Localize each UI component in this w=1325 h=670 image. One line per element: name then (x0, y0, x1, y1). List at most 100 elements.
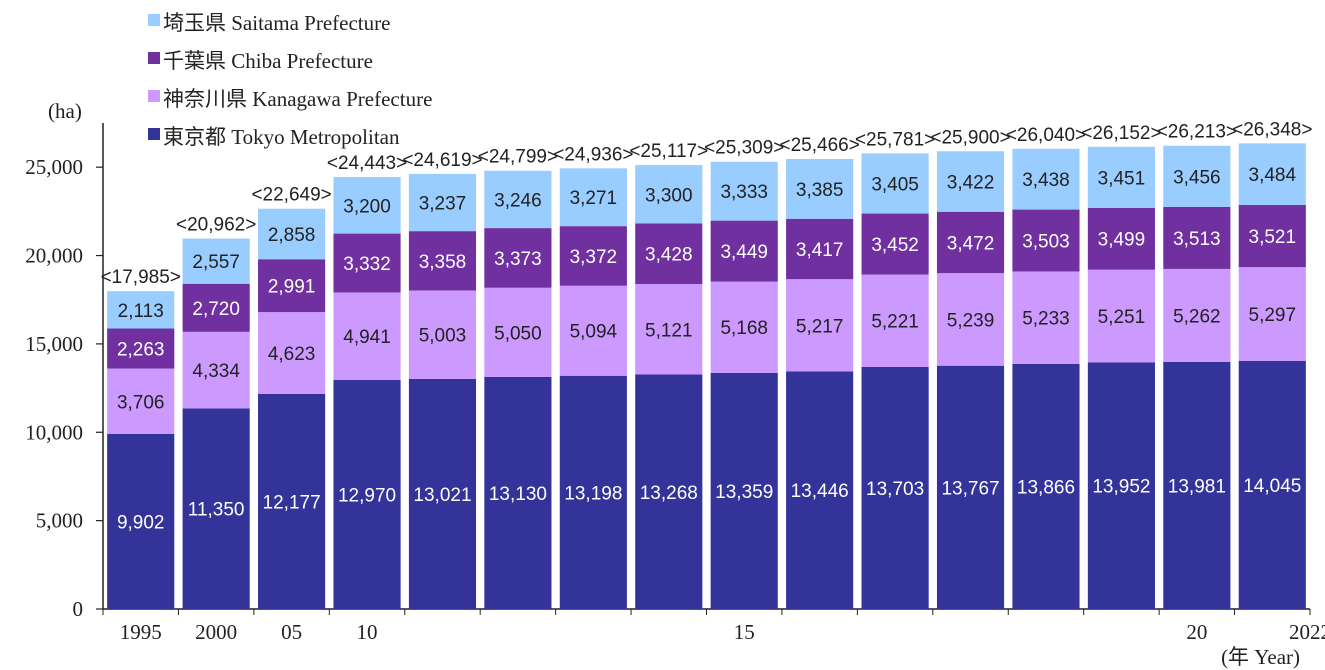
bar-segment-kanagawa (1012, 271, 1080, 364)
bar-segment-chiba (710, 220, 778, 282)
bar-segment-chiba (861, 213, 929, 275)
data-label-saitama: 3,200 (343, 196, 391, 217)
bar-segment-kanagawa (635, 284, 703, 375)
data-label-tokyo: 11,350 (188, 500, 245, 521)
y-tick-label: 15,000 (25, 332, 83, 356)
data-label-kanagawa: 5,094 (570, 322, 618, 343)
bar-segment-chiba (182, 283, 250, 332)
total-label: <26,348> (1232, 119, 1312, 140)
data-label-tokyo: 13,981 (1168, 476, 1226, 497)
bar-segment-chiba (635, 223, 703, 285)
legend-swatch-tokyo (148, 128, 160, 140)
bar-segment-chiba (786, 218, 854, 280)
data-label-kanagawa: 5,050 (494, 323, 542, 344)
data-label-saitama: 2,557 (192, 252, 240, 273)
data-label-tokyo: 13,198 (564, 483, 622, 504)
bars: 9,902 3,706 2,263 2,113 11,350 4,334 2,720 2,55… (107, 143, 1306, 609)
bar-segment-tokyo (559, 375, 627, 609)
total-label: <24,443> (327, 153, 407, 174)
bar-segment-kanagawa (258, 312, 326, 394)
legend-swatch-chiba (148, 52, 160, 64)
y-tick-label: 5,000 (36, 509, 83, 533)
bar-segment-saitama (484, 170, 552, 229)
data-label-saitama: 3,405 (871, 174, 919, 195)
bar-segment-kanagawa (1238, 267, 1306, 361)
data-label-tokyo: 12,970 (338, 485, 396, 506)
data-label-chiba: 3,513 (1173, 229, 1221, 250)
bar-segment-saitama (182, 238, 250, 284)
data-label-kanagawa: 5,003 (419, 326, 467, 347)
data-label-tokyo: 13,268 (640, 483, 698, 504)
x-axis-title: (年 Year) (1221, 645, 1300, 669)
bar-segment-kanagawa (1087, 269, 1155, 363)
data-label-chiba: 3,428 (645, 245, 693, 266)
bar-segment-saitama (1238, 143, 1306, 205)
total-label: <24,799> (478, 147, 558, 168)
bar-segment-kanagawa (107, 368, 175, 435)
data-label-saitama: 3,333 (720, 182, 768, 203)
bar-segment-chiba (333, 233, 401, 293)
data-label-chiba: 3,417 (796, 240, 844, 261)
data-label-chiba: 3,332 (343, 254, 391, 275)
y-tick-label: 25,000 (25, 155, 83, 179)
bar-segment-saitama (408, 173, 477, 232)
data-label-saitama: 2,858 (268, 225, 316, 246)
legend-item-saitama: 埼玉県 Saitama Prefecture (148, 11, 390, 35)
bar-segment-tokyo (635, 374, 703, 609)
bar-segment-chiba (1087, 207, 1155, 270)
total-label: <17,985> (101, 267, 181, 288)
bar-segment-saitama (258, 208, 326, 260)
bar-segment-saitama (786, 158, 854, 219)
data-label-kanagawa: 5,217 (796, 316, 844, 337)
bar-segment-chiba (1238, 204, 1306, 268)
bar-segment-tokyo (484, 376, 552, 609)
bar-segment-chiba (408, 231, 477, 291)
data-label-tokyo: 14,045 (1243, 476, 1301, 497)
data-label-chiba: 3,472 (947, 233, 995, 254)
bar-segment-saitama (1087, 146, 1155, 208)
data-label-kanagawa: 5,251 (1098, 307, 1146, 328)
data-label-chiba: 3,373 (494, 249, 542, 270)
total-label: <20,962> (176, 215, 256, 236)
bar-segment-tokyo (408, 378, 477, 609)
bar-segment-tokyo (1238, 360, 1306, 609)
bar-segment-kanagawa (333, 292, 401, 380)
data-label-kanagawa: 5,121 (645, 320, 693, 341)
data-label-chiba: 3,503 (1022, 232, 1070, 253)
total-label: <25,781> (855, 129, 935, 150)
bar-segment-chiba (559, 226, 627, 286)
bar-segment-kanagawa (559, 285, 627, 376)
bar-segment-kanagawa (936, 273, 1005, 366)
data-label-kanagawa: 5,221 (871, 312, 919, 333)
data-label-tokyo: 13,767 (941, 478, 999, 499)
bar-segment-chiba (484, 228, 552, 288)
bar-segment-chiba (1163, 206, 1231, 269)
data-label-saitama: 2,113 (118, 301, 164, 322)
data-label-saitama: 3,438 (1022, 170, 1070, 191)
y-tick-label: 0 (73, 597, 84, 621)
bar-segment-saitama (861, 153, 929, 214)
data-label-tokyo: 13,952 (1092, 477, 1150, 498)
data-label-saitama: 3,456 (1173, 167, 1221, 188)
bar-segment-saitama (936, 151, 1005, 212)
data-label-saitama: 3,484 (1249, 165, 1297, 186)
data-label-kanagawa: 5,233 (1022, 309, 1070, 330)
data-label-tokyo: 13,446 (791, 481, 849, 502)
data-label-chiba: 3,372 (570, 247, 618, 268)
legend-item-kanagawa: 神奈川県 Kanagawa Prefecture (148, 87, 432, 111)
data-label-tokyo: 12,177 (263, 492, 321, 513)
bar-segment-kanagawa (786, 279, 854, 372)
bar-segment-kanagawa (408, 290, 477, 379)
bar-segment-tokyo (1163, 361, 1231, 609)
x-tick-label: 10 (357, 620, 378, 644)
total-label: <22,649> (251, 185, 331, 206)
legend: 埼玉県 Saitama Prefecture 千葉県 Chiba Prefect… (148, 11, 432, 149)
total-label: <25,117> (629, 141, 708, 162)
bar-segment-chiba (936, 211, 1005, 274)
bar-segment-saitama (559, 168, 627, 227)
data-label-saitama: 3,237 (419, 194, 467, 215)
x-tick-label: 2000 (195, 620, 237, 644)
total-label: <26,152> (1081, 123, 1161, 144)
data-label-saitama: 3,246 (494, 190, 542, 211)
